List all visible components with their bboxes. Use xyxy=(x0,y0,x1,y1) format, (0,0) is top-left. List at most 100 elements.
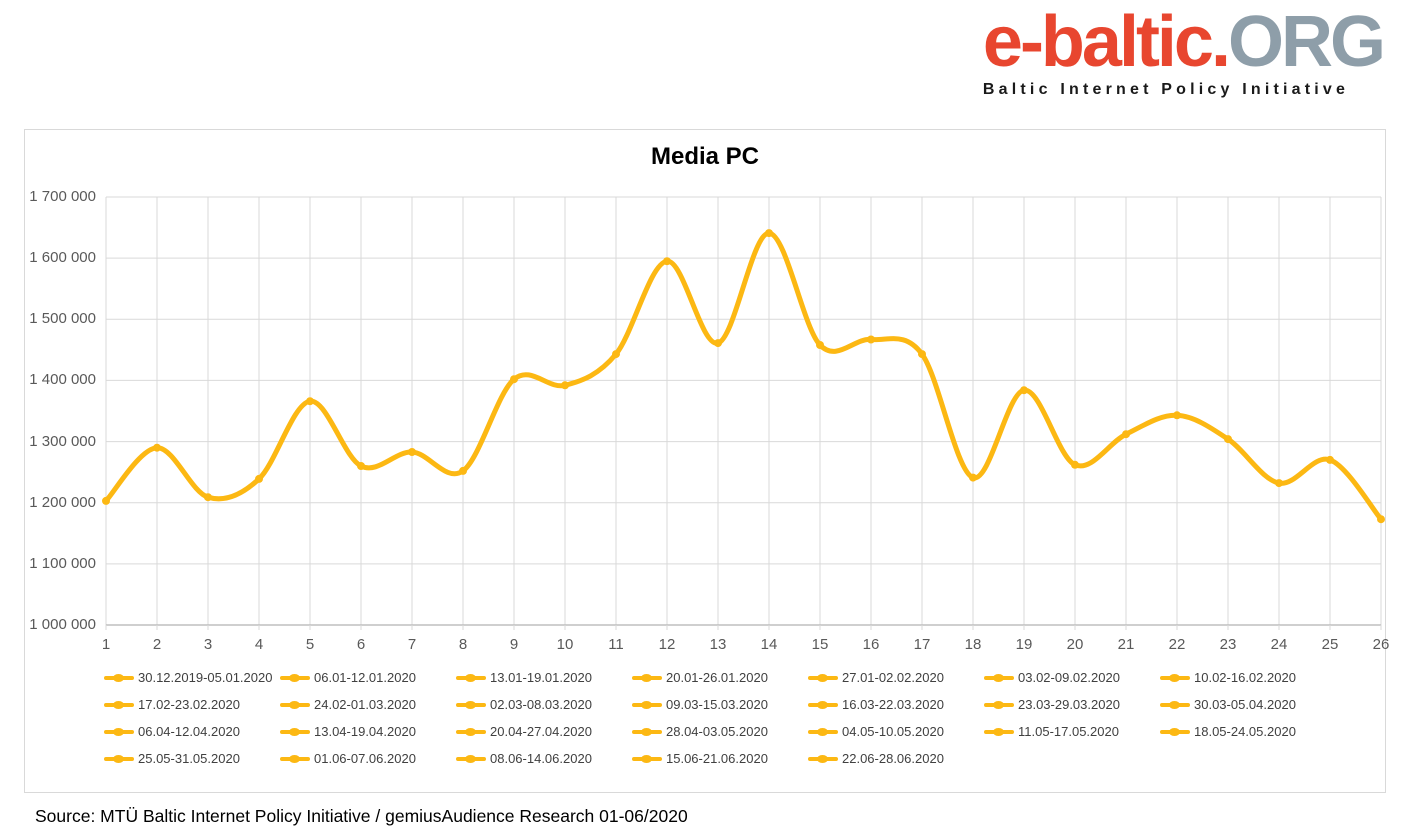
data-point-marker xyxy=(408,448,416,456)
legend-line-marker-icon xyxy=(456,673,486,682)
x-axis-tick-label: 7 xyxy=(407,636,417,653)
legend-label: 13.01-19.01.2020 xyxy=(490,670,592,685)
data-series-line xyxy=(103,230,1384,522)
legend-label: 03.02-09.02.2020 xyxy=(1018,670,1120,685)
legend-line-marker-icon xyxy=(280,754,310,763)
data-point-marker xyxy=(153,443,161,452)
legend-item: 01.06-07.06.2020 xyxy=(280,751,456,766)
x-axis-tick-label: 12 xyxy=(658,636,676,653)
x-axis-tick-label: 18 xyxy=(964,636,982,653)
data-point-marker xyxy=(612,350,620,359)
x-axis-tick-label: 1 xyxy=(101,636,111,653)
legend-item: 16.03-22.03.2020 xyxy=(808,697,984,712)
chart-title: Media PC xyxy=(650,143,760,170)
legend-line-marker-icon xyxy=(632,673,662,682)
data-point-marker xyxy=(1020,386,1028,395)
data-point-marker xyxy=(714,339,722,348)
y-axis-tick-label: 1 200 000 xyxy=(29,493,96,511)
legend-marker-dot xyxy=(1169,673,1180,682)
legend-marker-dot xyxy=(113,673,124,682)
x-axis-tick-label: 16 xyxy=(862,636,880,653)
legend-item: 30.12.2019-05.01.2020 xyxy=(104,670,280,685)
legend-marker-dot xyxy=(1169,727,1180,736)
y-axis-tick-label: 1 000 000 xyxy=(29,616,96,633)
legend-label: 28.04-03.05.2020 xyxy=(666,724,768,739)
legend-marker-dot xyxy=(289,700,300,709)
legend-line-marker-icon xyxy=(280,727,310,736)
data-point-marker xyxy=(1275,479,1283,488)
legend-item: 20.04-27.04.2020 xyxy=(456,724,632,739)
legend-item: 06.01-12.01.2020 xyxy=(280,670,456,685)
legend-label: 20.01-26.01.2020 xyxy=(666,670,768,685)
data-point-marker xyxy=(510,375,518,384)
legend-label: 13.04-19.04.2020 xyxy=(314,724,416,739)
data-point-marker xyxy=(918,350,926,359)
legend-marker-dot xyxy=(289,673,300,682)
legend-marker-dot xyxy=(113,727,124,736)
legend-item: 13.04-19.04.2020 xyxy=(280,724,456,739)
legend-line-marker-icon xyxy=(984,673,1014,682)
legend-item: 27.01-02.02.2020 xyxy=(808,670,984,685)
legend-marker-dot xyxy=(993,700,1004,709)
legend-label: 09.03-15.03.2020 xyxy=(666,697,768,712)
data-point-marker xyxy=(1377,515,1385,524)
legend-marker-dot xyxy=(641,754,652,763)
source-note: Source: MTÜ Baltic Internet Policy Initi… xyxy=(35,806,688,826)
legend-line-marker-icon xyxy=(632,754,662,763)
legend-line-marker-icon xyxy=(1160,673,1190,682)
legend-item: 03.02-09.02.2020 xyxy=(984,670,1160,685)
legend-item: 06.04-12.04.2020 xyxy=(104,724,280,739)
legend-marker-dot xyxy=(817,754,828,763)
y-axis-labels: 1 700 000 1 600 000 1 500 000 1 400 000 1 30… xyxy=(25,130,96,792)
legend-line-marker-icon xyxy=(632,700,662,709)
legend-label: 15.06-21.06.2020 xyxy=(666,751,768,766)
legend-marker-dot xyxy=(289,727,300,736)
legend-label: 30.12.2019-05.01.2020 xyxy=(138,670,273,685)
logo-brand-gray: ORG xyxy=(1227,2,1386,82)
legend-marker-dot xyxy=(641,673,652,682)
data-point-marker xyxy=(357,462,365,470)
logo-wordmark: e-baltic.ORG xyxy=(983,6,1386,78)
legend-line-marker-icon xyxy=(984,700,1014,709)
data-point-marker xyxy=(255,474,263,483)
x-axis-tick-label: 25 xyxy=(1321,636,1339,653)
legend-label: 06.01-12.01.2020 xyxy=(314,670,416,685)
legend-label: 25.05-31.05.2020 xyxy=(138,751,240,766)
legend-marker-dot xyxy=(465,727,476,736)
legend-marker-dot xyxy=(817,700,828,709)
legend-line-marker-icon xyxy=(456,727,486,736)
legend-marker-dot xyxy=(465,700,476,709)
data-point-marker xyxy=(1071,460,1079,469)
legend-label: 27.01-02.02.2020 xyxy=(842,670,944,685)
legend-marker-dot xyxy=(993,673,1004,682)
legend-label: 04.05-10.05.2020 xyxy=(842,724,944,739)
legend-line-marker-icon xyxy=(808,700,838,709)
x-axis-tick-label: 21 xyxy=(1117,636,1135,653)
x-axis-tick-label: 11 xyxy=(608,636,624,653)
legend-item: 25.05-31.05.2020 xyxy=(104,751,280,766)
x-axis-tick-label: 5 xyxy=(305,636,315,653)
legend-label: 11.05-17.05.2020 xyxy=(1018,724,1119,739)
legend-label: 17.02-23.02.2020 xyxy=(138,697,240,712)
legend-line-marker-icon xyxy=(1160,727,1190,736)
data-point-marker xyxy=(1326,455,1334,464)
legend-label: 22.06-28.06.2020 xyxy=(842,751,944,766)
legend-label: 10.02-16.02.2020 xyxy=(1194,670,1296,685)
legend-item: 18.05-24.05.2020 xyxy=(1160,724,1336,739)
legend-label: 06.04-12.04.2020 xyxy=(138,724,240,739)
x-axis-tick-label: 10 xyxy=(556,636,574,653)
x-axis-tick-label: 20 xyxy=(1066,636,1084,653)
legend-marker-dot xyxy=(641,727,652,736)
legend-label: 30.03-05.04.2020 xyxy=(1194,697,1296,712)
data-point-marker xyxy=(1173,411,1181,420)
legend-label: 01.06-07.06.2020 xyxy=(314,751,416,766)
y-axis-tick-label: 1 700 000 xyxy=(29,188,96,205)
data-point-marker xyxy=(102,496,110,505)
legend-item: 04.05-10.05.2020 xyxy=(808,724,984,739)
legend-label: 23.03-29.03.2020 xyxy=(1018,697,1120,712)
y-axis-tick-label: 1 500 000 xyxy=(29,310,96,328)
data-point-marker xyxy=(867,335,875,344)
legend-marker-dot xyxy=(817,727,828,736)
y-axis-tick-label: 1 100 000 xyxy=(29,554,96,572)
data-point-marker xyxy=(1122,430,1130,439)
